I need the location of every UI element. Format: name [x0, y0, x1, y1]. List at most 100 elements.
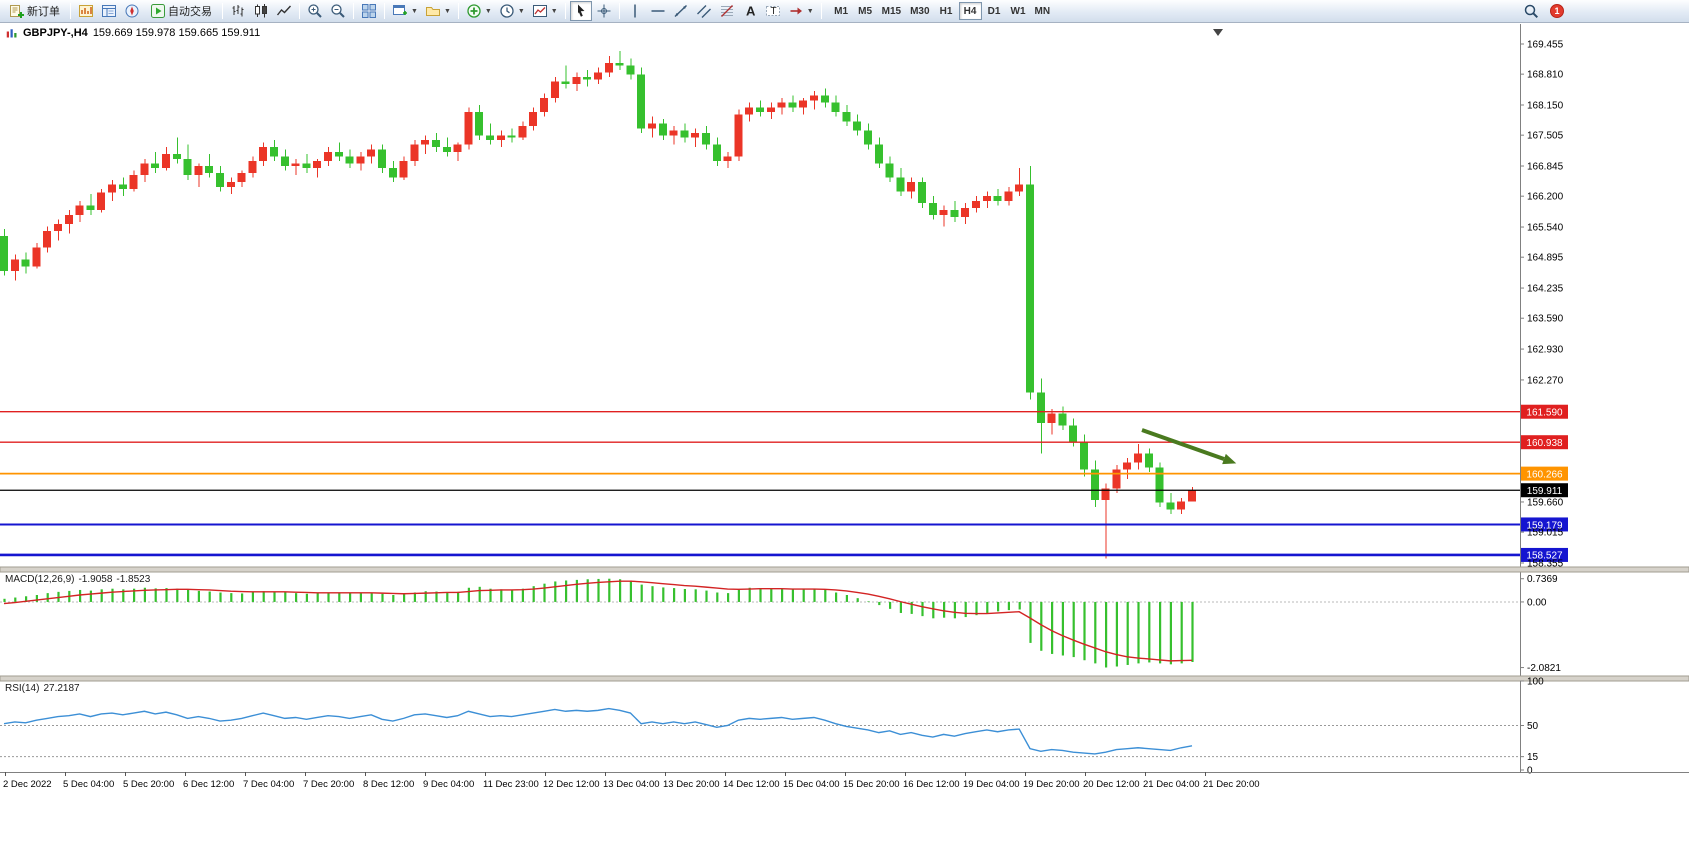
- trend-arrow-annotation[interactable]: [1141, 428, 1237, 465]
- candle-body: [410, 144, 419, 162]
- candlestick-icon: [255, 4, 267, 18]
- zoom-out-button[interactable]: [327, 1, 349, 21]
- candle-body: [907, 182, 916, 192]
- price-scale-label: 164.895: [1527, 253, 1564, 264]
- toolbar: 新订单 自动交易 ▼ ▼ ▼ ▼ ▼ A T: [0, 0, 1689, 23]
- candle-body: [1112, 469, 1121, 489]
- svg-text:A: A: [746, 4, 756, 19]
- candle-body: [313, 161, 322, 169]
- indicators-button[interactable]: ▼: [463, 1, 495, 21]
- tile-windows-button[interactable]: [358, 1, 380, 21]
- trendline-tool-button[interactable]: [670, 1, 692, 21]
- panel-splitter[interactable]: [0, 566, 1689, 573]
- panel-splitter[interactable]: [0, 675, 1689, 682]
- timeframe-button-m15[interactable]: M15: [878, 2, 905, 20]
- crosshair-button[interactable]: [593, 1, 615, 21]
- svg-text:T: T: [770, 6, 776, 17]
- candle-body: [226, 182, 235, 187]
- arrows-tool-button[interactable]: ▼: [785, 1, 817, 21]
- macd-scale-label: 0.00: [1527, 597, 1547, 608]
- fibonacci-tool-button[interactable]: [716, 1, 738, 21]
- template-icon: [532, 5, 547, 17]
- candle-body: [475, 112, 484, 136]
- timeframe-button-w1[interactable]: W1: [1007, 2, 1030, 20]
- macd-name: MACD(12,26,9): [5, 574, 75, 585]
- fibonacci-icon: [720, 5, 733, 17]
- timeframe-button-h4[interactable]: H4: [958, 2, 982, 20]
- time-axis[interactable]: 2 Dec 2022 5 Dec 04:00 5 Dec 20:00 6 Dec 12…: [0, 772, 1689, 790]
- candle-body: [648, 123, 656, 129]
- cursor-icon: [577, 4, 585, 17]
- time-axis-label: 7 Dec 04:00: [243, 779, 294, 790]
- templates-button[interactable]: ▼: [529, 1, 561, 21]
- price-scale-label: 167.505: [1527, 131, 1564, 142]
- toolbar-separator: [457, 3, 459, 19]
- candle-body: [626, 65, 635, 75]
- time-axis-label: 19 Dec 04:00: [963, 779, 1020, 790]
- candle-body: [172, 154, 181, 159]
- candle-body: [1155, 467, 1164, 503]
- candle-body: [842, 112, 851, 122]
- zoom-in-button[interactable]: [304, 1, 326, 21]
- candle-body: [853, 121, 862, 131]
- label-tool-button[interactable]: T: [762, 1, 784, 21]
- price-badge-label: 160.938: [1526, 438, 1563, 449]
- label-icon: T: [765, 6, 780, 17]
- candle-body: [162, 154, 170, 169]
- candlestick-mode-button[interactable]: [250, 1, 272, 21]
- candle-body: [950, 210, 959, 218]
- candle-body: [280, 156, 289, 166]
- timeframe-button-m5[interactable]: M5: [854, 2, 877, 20]
- candle-body: [86, 205, 95, 211]
- price-scale-label: 166.845: [1527, 162, 1564, 173]
- candle-body: [799, 100, 808, 108]
- notification-badge[interactable]: 1: [1550, 4, 1564, 18]
- market-watch-button[interactable]: [98, 1, 120, 21]
- text-tool-button[interactable]: A: [739, 1, 761, 21]
- cursor-button[interactable]: [569, 1, 592, 21]
- candle-body: [1047, 413, 1056, 423]
- periods-button[interactable]: ▼: [496, 1, 528, 21]
- candle-body: [237, 172, 246, 183]
- time-axis-label: 11 Dec 23:00: [483, 779, 539, 790]
- timeframe-button-m30[interactable]: M30: [906, 2, 933, 20]
- profiles-button[interactable]: ▼: [422, 1, 454, 21]
- rsi-line: [3, 707, 1193, 755]
- new-order-button[interactable]: 新订单: [3, 1, 66, 21]
- horizontal-line-tool-button[interactable]: [647, 1, 669, 21]
- indicators-plus-icon: [467, 4, 481, 18]
- time-axis-label: 21 Dec 20:00: [1203, 779, 1260, 790]
- candle-body: [432, 140, 440, 148]
- macd-indicator-label: MACD(12,26,9) -1.9058 -1.8523: [5, 574, 150, 585]
- rsi-scale-label: 100: [1527, 677, 1544, 688]
- candle-body: [129, 175, 138, 190]
- candle-body: [939, 210, 948, 215]
- line-chart-mode-button[interactable]: [273, 1, 295, 21]
- channel-icon: [696, 5, 711, 18]
- candle-body: [550, 81, 559, 98]
- candle-body: [820, 95, 829, 103]
- candle-body: [972, 200, 980, 208]
- candle-body: [723, 156, 732, 162]
- timeframe-button-d1[interactable]: D1: [983, 2, 1006, 20]
- timeframe-button-mn[interactable]: MN: [1031, 2, 1055, 20]
- autotrading-button[interactable]: 自动交易: [144, 1, 218, 21]
- ohlc-bars-icon: [232, 5, 244, 17]
- time-axis-label: 13 Dec 04:00: [603, 779, 660, 790]
- channel-tool-button[interactable]: [693, 1, 715, 21]
- bar-chart-mode-button[interactable]: [227, 1, 249, 21]
- vertical-line-tool-button[interactable]: [624, 1, 646, 21]
- candle-body: [918, 182, 926, 204]
- timeframe-button-m1[interactable]: M1: [830, 2, 853, 20]
- search-button[interactable]: [1520, 1, 1542, 21]
- price-badge: [1521, 435, 1568, 450]
- new-chart-button[interactable]: ▼: [389, 1, 421, 21]
- navigator-button[interactable]: [121, 1, 143, 21]
- timeframe-button-h1[interactable]: H1: [935, 2, 958, 20]
- toolbar-separator: [618, 3, 620, 19]
- charts-button[interactable]: [75, 1, 97, 21]
- price-scale[interactable]: 169.455 168.810 168.150 167.505 166.845 166.2…: [1520, 24, 1564, 772]
- candle-body: [270, 147, 278, 157]
